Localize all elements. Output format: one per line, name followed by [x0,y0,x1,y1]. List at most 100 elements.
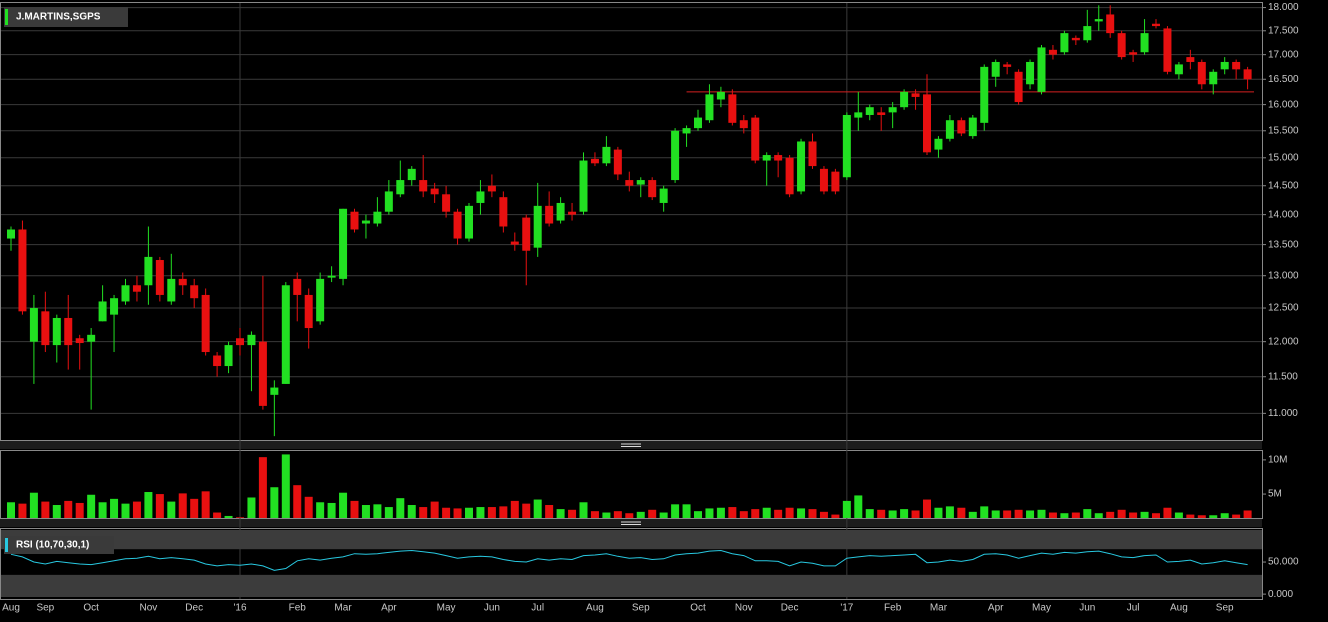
volume-bar [236,517,244,518]
y-tick-label: 50.000 [1268,557,1299,568]
volume-bar [1060,513,1069,518]
volume-bar [1071,512,1080,518]
volume-bar [556,509,565,518]
volume-bar [613,511,622,518]
volume-bar [167,501,176,518]
candle-body [865,107,874,115]
volume-bar [522,503,531,518]
candle-body [682,128,691,134]
x-tick-label: Mar [930,603,948,614]
candle-body [602,146,611,164]
x-tick-label: Apr [988,603,1004,614]
candle-body [923,94,931,153]
rsi-title: RSI (10,70,30,1) [16,540,89,551]
volume-bar [29,492,38,518]
volume-bar [201,491,210,518]
candle-body [968,117,977,137]
x-tick-label: Jul [1127,603,1140,614]
volume-bar [957,507,966,518]
candle-body [1083,26,1092,41]
candle-body [1140,33,1149,53]
x-tick-label: Aug [586,603,604,614]
y-tick-label: 12.000 [1268,336,1299,347]
candle-body [29,308,38,342]
oversold-zone [1,574,1262,597]
candle-body [213,355,222,367]
volume-bar [213,512,222,518]
candle-body [1220,61,1229,70]
candle-body [957,120,966,134]
x-tick-label: Dec [185,603,203,614]
y-tick-label: 16.500 [1268,74,1299,85]
candle-body [1243,69,1252,80]
volume-bar [1003,510,1012,518]
candle-body [579,160,588,212]
candle-body [751,117,760,161]
candle-body [934,138,943,150]
volume-bar [671,504,680,518]
candle-body [327,275,336,278]
candle-body [7,229,15,239]
x-tick-label: Mar [334,603,352,614]
volume-bar [1094,513,1103,518]
volume-panel [0,450,1263,519]
candle-body [1048,49,1057,55]
candle-body [350,211,359,230]
volume-bar [1220,513,1229,518]
volume-bar [568,509,577,518]
separator [0,441,1262,449]
candle-body [316,278,325,322]
candle-body [556,202,565,221]
candle-body [121,285,130,302]
candle-body [247,334,256,346]
x-tick-label: Sep [1216,603,1234,614]
volume-bar [281,454,290,518]
x-tick-label: '16 [233,603,246,614]
volume-bar [1209,515,1218,518]
candle-body [1014,71,1023,103]
candle-body [705,94,714,121]
volume-bar [1186,514,1195,518]
candle-body [1003,64,1012,67]
candle-body [442,194,451,212]
separator [0,519,1262,527]
chart-title: J.MARTINS,SGPS [16,12,101,23]
volume-bar [762,507,771,518]
candle-body [590,158,599,164]
volume-bar [1197,515,1206,518]
candle-body [945,120,954,139]
candle-body [545,205,554,224]
candle-body [613,149,622,175]
volume-bar [911,510,920,518]
x-tick-label: '17 [840,603,853,614]
candle-body [774,155,783,161]
x-tick-label: Aug [1170,603,1188,614]
volume-bar [785,507,794,518]
y-tick-label: 14.500 [1268,180,1299,191]
x-tick-label: Oct [690,603,706,614]
x-tick-label: Feb [289,603,307,614]
volume-bar [224,515,233,518]
candle-body [178,278,187,286]
volume-bar [190,498,199,518]
volume-bar [419,507,428,518]
volume-bar [430,501,439,518]
candle-body [1209,71,1218,85]
volume-bar [247,497,256,518]
candle-body [18,229,27,312]
volume-bar [304,496,313,518]
volume-bar [579,502,588,518]
volume-bar [350,500,359,518]
volume-bar [865,509,874,518]
candle-body [87,334,96,342]
candle-body [167,278,176,302]
candle-body [797,141,806,192]
y-tick-label: 13.500 [1268,239,1299,250]
volume-bar [1163,507,1172,518]
candle-body [888,107,897,113]
candle-body [476,191,485,203]
candle-body [430,188,439,195]
volume-bar [636,511,645,518]
y-tick-label: 0.000 [1268,589,1293,600]
x-tick-label: Feb [884,603,902,614]
